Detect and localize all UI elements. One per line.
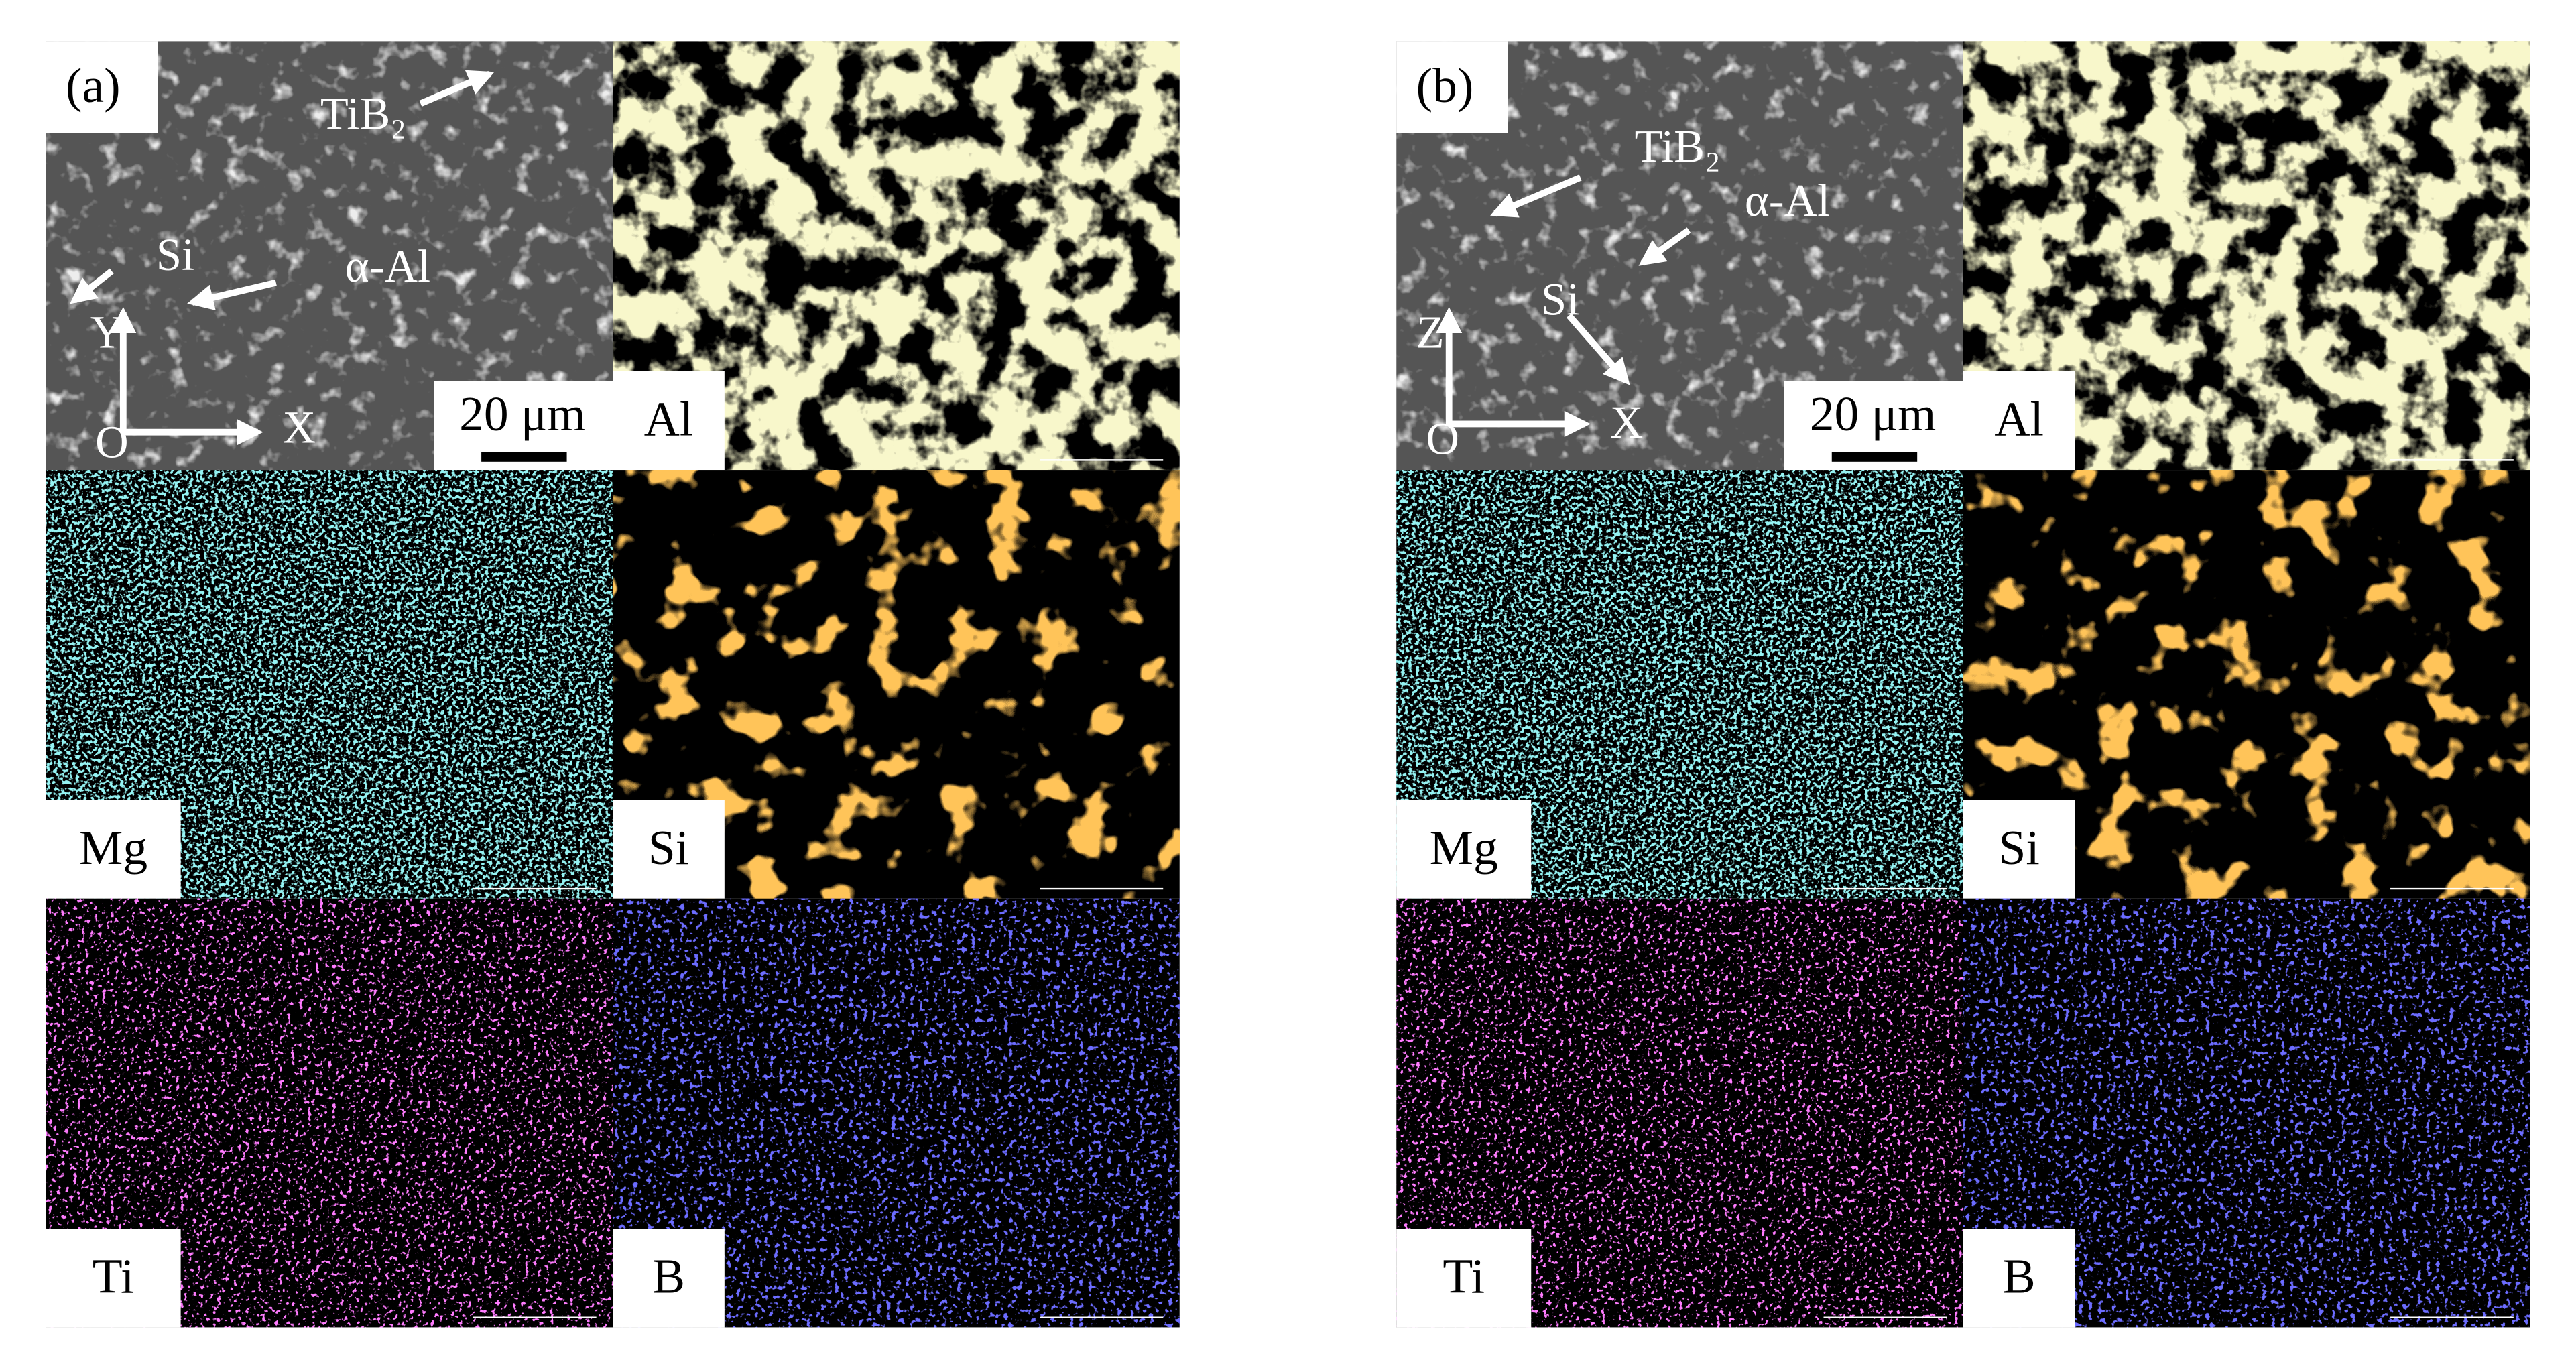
map-label: B: [652, 1249, 685, 1304]
map-label: Mg: [1430, 820, 1498, 875]
map-label: Ti: [93, 1249, 135, 1304]
annotation: α-Al: [1745, 175, 1830, 226]
scale-bar: [1831, 452, 1918, 462]
map-label-box: [613, 800, 725, 899]
axis-label: Z: [1416, 306, 1445, 357]
map-label: B: [2003, 1249, 2036, 1304]
map-label-box: [1396, 800, 1532, 899]
scale-label: 20 μm: [459, 386, 586, 441]
arrow: [70, 268, 114, 304]
map-label-box: [1963, 800, 2075, 899]
map-label: Mg: [79, 820, 147, 875]
map-label: Si: [648, 820, 689, 875]
panel-label: (b): [1416, 58, 1474, 113]
map-label: Ti: [1443, 1249, 1485, 1304]
arrow: [187, 279, 277, 310]
map-label: Si: [1998, 820, 2039, 875]
scale-label: 20 μm: [1810, 386, 1937, 441]
axis-label: O: [1426, 414, 1459, 465]
panel-label: (a): [66, 58, 121, 113]
map-label: Al: [644, 391, 694, 446]
annotation: Si: [156, 229, 194, 280]
map-label-box: [1396, 1229, 1532, 1328]
map-label: Al: [1994, 391, 2044, 446]
map-label-box: [613, 371, 725, 471]
annotation: TiB₂: [320, 88, 406, 139]
axis-label: O: [95, 416, 129, 467]
arrow: [1566, 313, 1630, 385]
map-label-box: [613, 1229, 725, 1328]
arrow: [1638, 227, 1691, 266]
label-box: [1396, 41, 1508, 133]
map-label-box: [46, 800, 181, 899]
map-label-box: [1963, 1229, 2075, 1328]
arrow: [1490, 174, 1582, 218]
axis-label: Y: [90, 306, 124, 357]
arrow: [419, 70, 495, 107]
axis-label: X: [283, 401, 316, 452]
map-label-box: [1963, 371, 2075, 471]
map-label-box: [46, 1229, 181, 1328]
axis-label: X: [1610, 397, 1644, 448]
scale-bar: [481, 452, 567, 462]
annotation: TiB₂: [1635, 121, 1721, 172]
annotation: α-Al: [345, 241, 430, 292]
label-box: [46, 41, 158, 133]
